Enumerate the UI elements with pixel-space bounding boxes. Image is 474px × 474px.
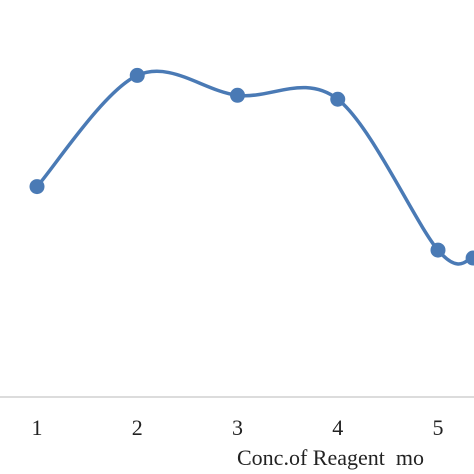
x-tick-labels: 1 2 3 4 5 (32, 415, 444, 440)
data-point-1 (29, 179, 45, 195)
data-point-4 (330, 91, 346, 107)
series-line (35, 69, 474, 266)
data-point-6 (465, 250, 474, 266)
x-tick-label-5: 5 (433, 415, 444, 440)
data-points (29, 67, 474, 266)
data-point-5 (430, 242, 446, 258)
x-tick-label-1: 1 (32, 415, 43, 440)
x-tick-label-2: 2 (132, 415, 143, 440)
data-point-3 (230, 87, 245, 103)
x-tick-label-3: 3 (232, 415, 243, 440)
x-axis-title: Conc.of Reagent mo (237, 445, 424, 470)
x-tick-label-4: 4 (332, 415, 343, 440)
data-point-2 (129, 67, 145, 83)
